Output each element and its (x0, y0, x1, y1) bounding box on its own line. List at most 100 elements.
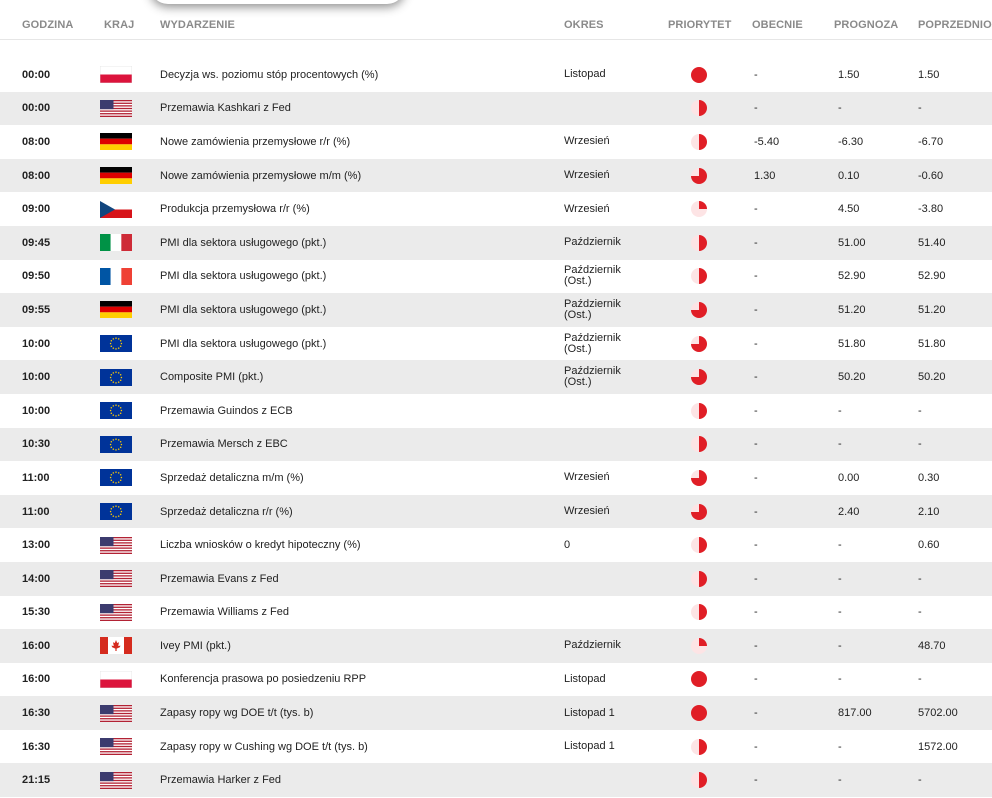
table-row[interactable]: 11:00 Sprzedaż detaliczna r/r (%) Wrzesień… (0, 494, 992, 529)
event-period: Październik (Ost.) (564, 365, 621, 389)
forecast-value: - (838, 606, 842, 619)
table-row[interactable]: 08:00 Nowe zamówienia przemysłowe m/m (%)… (0, 158, 992, 193)
event-period: Październik (Ost.) (564, 264, 621, 288)
event-period: Wrzesień (564, 135, 610, 148)
actual-value: - (754, 68, 758, 81)
event-name[interactable]: Przemawia Evans z Fed (160, 572, 279, 585)
event-name[interactable]: Ivey PMI (pkt.) (160, 639, 231, 652)
priority-indicator-icon (691, 461, 707, 495)
table-row[interactable]: 09:45 PMI dla sektora usługowego (pkt.) Pa… (0, 225, 992, 260)
event-name[interactable]: Composite PMI (pkt.) (160, 371, 264, 384)
event-name[interactable]: PMI dla sektora usługowego (pkt.) (160, 270, 327, 283)
event-name[interactable]: Przemawia Mersch z EBC (160, 438, 288, 451)
event-name[interactable]: Produkcja przemysłowa r/r (%) (160, 203, 310, 216)
col-header-actual[interactable]: OBECNIE (752, 19, 803, 31)
event-time: 09:45 (22, 236, 51, 249)
table-row[interactable]: 16:00 Konferencja prasowa po posiedzeniu … (0, 663, 992, 697)
forecast-value: - (838, 572, 842, 585)
actual-value: - (754, 270, 758, 283)
forecast-value: 817.00 (838, 707, 872, 720)
col-header-priority[interactable]: PRIORYTET (668, 19, 732, 31)
previous-value: - (918, 673, 922, 686)
actual-value: -5.40 (754, 135, 780, 148)
previous-value: - (918, 438, 922, 451)
event-period (564, 92, 644, 126)
forecast-value: - (838, 102, 842, 115)
table-row[interactable]: 10:00 Przemawia Guindos z ECB - - - (0, 394, 992, 428)
table-row[interactable]: 16:30 Zapasy ropy wg DOE t/t (tys. b) List… (0, 696, 992, 730)
col-header-country[interactable]: KRAJ (104, 19, 135, 31)
table-row[interactable]: 08:00 Nowe zamówienia przemysłowe r/r (%)… (0, 125, 992, 159)
event-name[interactable]: PMI dla sektora usługowego (pkt.) (160, 303, 327, 316)
table-row[interactable]: 13:00 Liczba wniosków o kredyt hipoteczny… (0, 528, 992, 562)
country-flag-ca-icon (100, 629, 132, 663)
event-name[interactable]: Nowe zamówienia przemysłowe r/r (%) (160, 135, 351, 148)
col-header-event[interactable]: WYDARZENIE (160, 19, 235, 31)
col-header-previous[interactable]: POPRZEDNIO (918, 19, 992, 31)
event-name[interactable]: Przemawia Kashkari z Fed (160, 102, 291, 115)
forecast-value: - (838, 639, 842, 652)
event-name[interactable]: Nowe zamówienia przemysłowe m/m (%) (160, 169, 362, 182)
event-name[interactable]: Sprzedaż detaliczna r/r (%) (160, 505, 293, 518)
event-name[interactable]: Zapasy ropy w Cushing wg DOE t/t (tys. b… (160, 740, 368, 753)
event-name[interactable]: Przemawia Guindos z ECB (160, 404, 293, 417)
event-time: 16:30 (22, 707, 51, 720)
event-period: Październik (564, 639, 621, 652)
table-row[interactable]: 00:00 Decyzja ws. poziomu stóp procentowy… (0, 58, 992, 92)
table-row[interactable]: 15:30 Przemawia Williams z Fed - - - (0, 596, 992, 630)
previous-value: - (918, 404, 922, 417)
forecast-value: -6.30 (838, 135, 864, 148)
table-row[interactable]: 21:15 Przemawia Harker z Fed - - - (0, 763, 992, 798)
table-row[interactable]: 14:00 Przemawia Evans z Fed - - - (0, 561, 992, 596)
table-row[interactable]: 09:55 PMI dla sektora usługowego (pkt.) Pa… (0, 293, 992, 327)
priority-indicator-icon (691, 327, 707, 361)
priority-indicator-icon (691, 596, 707, 630)
actual-value: - (754, 236, 758, 249)
actual-value: - (754, 740, 758, 753)
table-row[interactable]: 16:30 Zapasy ropy w Cushing wg DOE t/t (t… (0, 730, 992, 764)
previous-value: 51.40 (918, 236, 946, 249)
event-name[interactable]: Decyzja ws. poziomu stóp procentowych (%… (160, 68, 379, 81)
col-header-forecast[interactable]: PROGNOZA (834, 19, 899, 31)
previous-value: 0.60 (918, 539, 940, 552)
country-flag-eu-icon (100, 327, 132, 361)
previous-value: 0.30 (918, 471, 940, 484)
country-flag-us-icon (100, 763, 132, 797)
previous-value: - (918, 606, 922, 619)
table-row[interactable]: 11:00 Sprzedaż detaliczna m/m (%) Wrzesień… (0, 461, 992, 495)
col-header-period[interactable]: OKRES (564, 19, 604, 31)
priority-indicator-icon (691, 92, 707, 126)
event-name[interactable]: Sprzedaż detaliczna m/m (%) (160, 471, 304, 484)
event-name[interactable]: PMI dla sektora usługowego (pkt.) (160, 337, 327, 350)
event-period: Listopad 1 (564, 706, 615, 719)
event-name[interactable]: Przemawia Williams z Fed (160, 606, 289, 619)
event-name[interactable]: Liczba wniosków o kredyt hipoteczny (%) (160, 539, 361, 552)
forecast-value: 4.50 (838, 203, 860, 216)
table-row[interactable]: 09:00 Produkcja przemysłowa r/r (%) Wrzesi… (0, 192, 992, 226)
priority-indicator-icon (691, 125, 707, 159)
table-row[interactable]: 00:00 Przemawia Kashkari z Fed - - - (0, 91, 992, 126)
event-name[interactable]: Przemawia Harker z Fed (160, 774, 282, 787)
event-name[interactable]: Zapasy ropy wg DOE t/t (tys. b) (160, 707, 314, 720)
table-row[interactable]: 10:30 Przemawia Mersch z EBC - - - (0, 427, 992, 462)
table-row[interactable]: 10:00 Composite PMI (pkt.) Październik (Os… (0, 360, 992, 394)
forecast-value: 2.40 (838, 505, 860, 518)
previous-value: 2.10 (918, 505, 940, 518)
table-row[interactable]: 10:00 PMI dla sektora usługowego (pkt.) Pa… (0, 327, 992, 361)
col-header-time[interactable]: GODZINA (22, 19, 74, 31)
event-time: 00:00 (22, 102, 51, 115)
event-name[interactable]: PMI dla sektora usługowego (pkt.) (160, 236, 327, 249)
table-row[interactable]: 16:00 Ivey PMI (pkt.) Październik - - 48.70 (0, 629, 992, 663)
country-flag-pl-icon (100, 663, 132, 697)
priority-indicator-icon (691, 696, 707, 730)
event-time: 10:00 (22, 371, 51, 384)
country-flag-cz-icon (100, 192, 132, 226)
event-time: 09:55 (22, 303, 51, 316)
actual-value: - (754, 303, 758, 316)
event-name[interactable]: Konferencja prasowa po posiedzeniu RPP (160, 673, 367, 686)
table-row[interactable]: 09:50 PMI dla sektora usługowego (pkt.) Pa… (0, 260, 992, 294)
event-period: Październik (Ost.) (564, 297, 621, 321)
priority-indicator-icon (691, 528, 707, 562)
event-period (564, 562, 644, 596)
